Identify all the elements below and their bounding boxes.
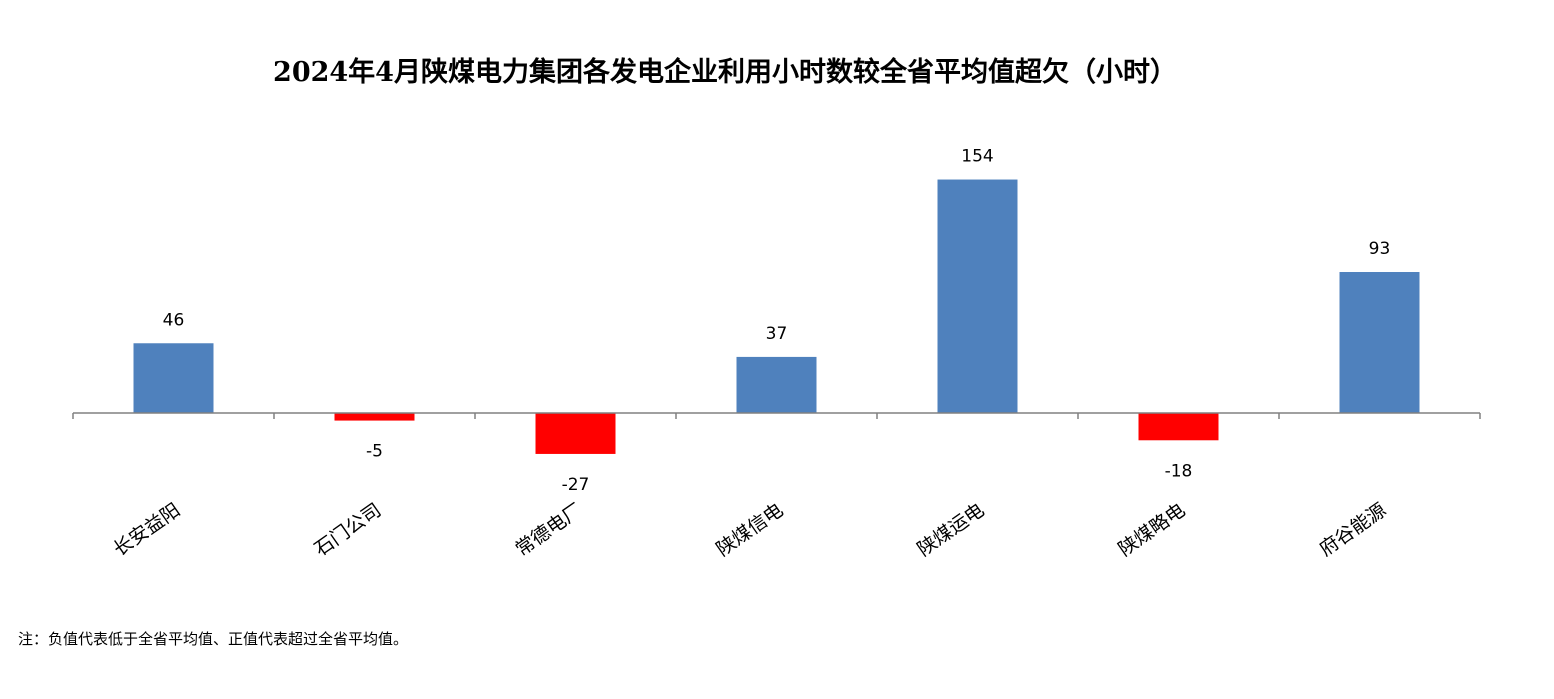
bar-1 <box>133 343 214 413</box>
category-label-3: 常德电厂 <box>511 499 586 561</box>
category-label-5: 陕煤运电 <box>913 499 988 561</box>
bar-6 <box>1138 413 1219 441</box>
data-label-5: 154 <box>961 147 993 167</box>
data-label-1: 46 <box>163 310 185 330</box>
x-axis <box>72 412 1481 419</box>
footnote: 注：负值代表低于全省平均值、正值代表超过全省平均值。 <box>18 630 408 648</box>
data-label-7: 93 <box>1369 239 1391 259</box>
category-label-1: 长安益阳 <box>109 499 184 561</box>
data-label-4: 37 <box>766 324 788 344</box>
chart-title: 2024年4月陕煤电力集团各发电企业利用小时数较全省平均值超欠（小时） <box>273 56 1177 88</box>
bars-group <box>133 179 1420 454</box>
category-label-6: 陕煤略电 <box>1114 499 1189 561</box>
bar-2 <box>334 413 415 421</box>
bar-3 <box>535 413 616 454</box>
category-label-7: 府谷能源 <box>1315 499 1390 561</box>
category-labels-group: 长安益阳 石门公司 常德电厂 陕煤信电 陕煤运电 陕煤略电 府谷能源 <box>109 499 1390 561</box>
category-label-4: 陕煤信电 <box>712 499 787 561</box>
category-label-2: 石门公司 <box>310 499 385 561</box>
bar-7 <box>1339 272 1420 413</box>
bar-4 <box>736 356 817 413</box>
data-label-6: -18 <box>1165 461 1193 481</box>
bar-5 <box>937 179 1018 413</box>
data-label-3: -27 <box>562 475 590 495</box>
data-labels-group: 46 -5 -27 37 154 -18 93 <box>163 147 1391 495</box>
data-label-2: -5 <box>366 442 383 462</box>
